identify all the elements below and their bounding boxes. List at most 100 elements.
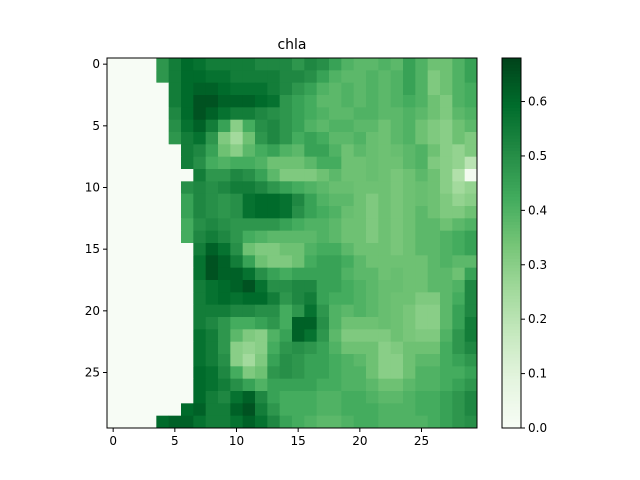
heatmap-cell: [427, 341, 441, 355]
heatmap-cell: [341, 304, 355, 318]
heatmap-cell: [218, 415, 231, 429]
heatmap-cell: [316, 304, 330, 318]
heatmap-cell: [193, 391, 207, 404]
heatmap-cell: [181, 193, 194, 207]
heatmap-cell: [107, 292, 120, 306]
heatmap-cell: [304, 378, 318, 392]
colorbar-segment: [502, 252, 521, 256]
heatmap-cell: [316, 329, 330, 343]
colorbar-segment: [502, 233, 521, 238]
heatmap-cell: [230, 70, 244, 84]
heatmap-cell: [292, 317, 305, 330]
heatmap-cell: [378, 82, 392, 96]
heatmap-cell: [440, 95, 453, 108]
heatmap-cell: [378, 415, 392, 429]
heatmap-cell: [329, 403, 342, 417]
heatmap-cell: [316, 403, 330, 417]
heatmap-cell: [119, 255, 133, 269]
heatmap-cell: [415, 144, 429, 158]
colorbar-segment: [502, 147, 521, 151]
heatmap-cell: [378, 218, 392, 232]
heatmap-cell: [144, 230, 157, 244]
heatmap-cell: [341, 107, 355, 121]
heatmap-cell: [440, 329, 453, 343]
colorbar-segment: [502, 369, 521, 373]
heatmap-cell: [131, 58, 145, 71]
heatmap-cell: [304, 304, 318, 318]
colorbar-segment: [502, 409, 521, 414]
colorbar-segment: [502, 91, 521, 96]
heatmap-cell: [181, 95, 194, 108]
heatmap-cell: [440, 317, 453, 330]
heatmap-cell: [366, 156, 379, 170]
heatmap-cell: [440, 206, 453, 219]
heatmap-cell: [452, 415, 466, 429]
heatmap-cell: [156, 354, 170, 367]
heatmap-cell: [464, 70, 478, 84]
colorbar-segment: [502, 406, 521, 410]
heatmap-cell: [267, 329, 281, 343]
heatmap-cell: [168, 415, 182, 429]
heatmap-cell: [107, 354, 120, 367]
heatmap-cell: [403, 243, 416, 256]
heatmap-cell: [378, 230, 392, 244]
heatmap-cell: [255, 58, 268, 71]
colorbar-segment: [502, 227, 521, 232]
heatmap-cell: [366, 415, 379, 429]
heatmap-cell: [230, 354, 244, 367]
heatmap-cell: [292, 329, 305, 343]
heatmap-cell: [156, 169, 170, 182]
heatmap-cell: [279, 366, 293, 380]
heatmap-cell: [316, 82, 330, 96]
heatmap-cell: [415, 206, 429, 219]
heatmap-cell: [366, 403, 379, 417]
heatmap-cell: [316, 317, 330, 330]
colorbar-segment: [502, 196, 521, 201]
heatmap-cell: [119, 267, 133, 281]
heatmap-cell: [144, 132, 157, 145]
heatmap-cell: [230, 341, 244, 355]
heatmap-cell: [378, 144, 392, 158]
heatmap-cell: [193, 243, 207, 256]
heatmap-cell: [341, 391, 355, 404]
heatmap-cell: [156, 391, 170, 404]
heatmap-cell: [378, 119, 392, 133]
heatmap-cell: [329, 304, 342, 318]
heatmap-cell: [119, 218, 133, 232]
heatmap-cell: [242, 82, 256, 96]
heatmap-cell: [427, 317, 441, 330]
heatmap-cell: [403, 144, 416, 158]
heatmap-cell: [131, 156, 145, 170]
heatmap-cell: [131, 329, 145, 343]
heatmap-cell: [464, 329, 478, 343]
heatmap-cell: [119, 169, 133, 182]
heatmap-cell: [403, 366, 416, 380]
heatmap-cell: [193, 169, 207, 182]
heatmap-cell: [464, 132, 478, 145]
heatmap-cell: [353, 378, 367, 392]
y-tick-label: 0: [92, 57, 100, 71]
heatmap-cell: [403, 169, 416, 182]
heatmap-cell: [304, 58, 318, 71]
heatmap-cell: [304, 329, 318, 343]
heatmap-cell: [329, 267, 342, 281]
heatmap-cell: [205, 415, 219, 429]
colorbar-segment: [502, 172, 521, 176]
heatmap-cell: [218, 317, 231, 330]
heatmap-cell: [329, 193, 342, 207]
colorbar-segment: [502, 249, 521, 253]
heatmap-cell: [403, 391, 416, 404]
heatmap-cell: [255, 119, 268, 133]
colorbar-segment: [502, 239, 521, 244]
heatmap-cell: [403, 206, 416, 219]
heatmap-cell: [193, 95, 207, 108]
heatmap-cell: [193, 267, 207, 281]
heatmap-cell: [378, 255, 392, 269]
heatmap-cell: [464, 156, 478, 170]
colorbar-segment: [502, 381, 521, 386]
heatmap-cell: [144, 391, 157, 404]
heatmap-cell: [205, 119, 219, 133]
heatmap-cell: [279, 280, 293, 293]
heatmap-cell: [218, 156, 231, 170]
heatmap-cell: [267, 243, 281, 256]
